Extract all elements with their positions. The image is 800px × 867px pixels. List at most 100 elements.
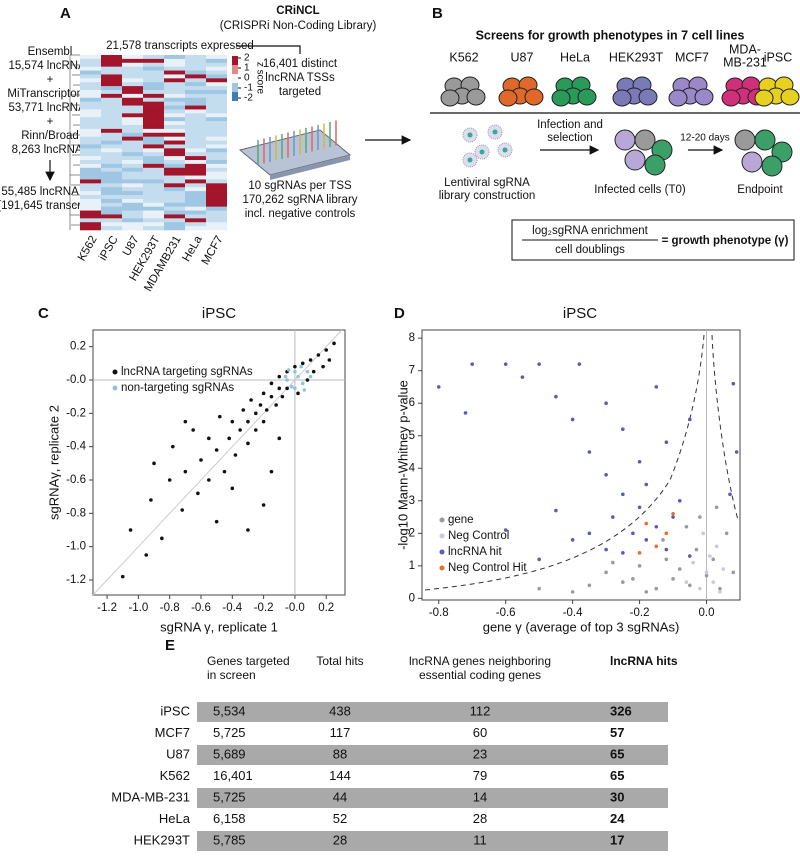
point: [604, 547, 608, 552]
heatmap-cell: [122, 74, 143, 79]
label: in screen: [207, 668, 256, 682]
point: [289, 384, 294, 389]
label: library construction: [439, 190, 536, 202]
point: [621, 492, 625, 497]
heatmap-cell: [80, 58, 101, 64]
label: HeLa: [560, 50, 590, 64]
heatmap-cell: [185, 78, 206, 83]
heatmap-cell: [101, 187, 122, 192]
label: 0.0: [699, 607, 715, 619]
label: MCF7: [675, 50, 709, 64]
label: MDA-MB-231: [111, 789, 190, 804]
point: [611, 515, 615, 519]
point: [207, 478, 211, 482]
heatmap-cell: [206, 97, 227, 102]
label: 0: [409, 592, 415, 604]
point: [167, 478, 172, 482]
heatmap-cell: [122, 70, 143, 75]
heatmap-cell: [185, 202, 206, 207]
heatmap-cell: [143, 70, 164, 75]
point: [671, 511, 675, 516]
point: [308, 374, 313, 379]
point: [691, 560, 695, 565]
point: [570, 590, 575, 594]
heatmap-cell: [143, 214, 164, 219]
heatmap-cell: [206, 128, 227, 134]
point: [664, 440, 669, 445]
heatmap-cell: [185, 58, 206, 64]
row-shade: [197, 745, 668, 765]
heatmap-cell: [80, 206, 101, 211]
heatmap-cell: [101, 70, 122, 75]
cell-icon: [551, 89, 571, 107]
heatmap-cell: [185, 163, 206, 169]
label: -0.4: [563, 607, 583, 619]
label: log₂sgRNA enrichment: [532, 225, 648, 237]
point: [171, 444, 175, 449]
label: MCF7: [200, 234, 226, 267]
point: [734, 450, 739, 454]
heatmap-cell: [206, 175, 227, 180]
label: 112: [470, 703, 491, 718]
label: iPSC: [563, 305, 597, 322]
heatmap-cell: [185, 62, 206, 67]
heatmap-cell: [101, 90, 122, 95]
label: 17: [610, 832, 624, 847]
heatmap-cell: [164, 136, 185, 141]
heatmap-cell: [122, 86, 143, 91]
heatmap-cell: [185, 90, 206, 95]
point: [246, 528, 250, 532]
heatmap-cell: [101, 82, 122, 87]
heatmap-cell: [101, 117, 122, 122]
point: [503, 362, 508, 366]
label: 2: [244, 53, 250, 64]
heatmap-cell: [164, 214, 185, 219]
point: [305, 369, 310, 374]
label: 15,574 lncRNAs: [8, 60, 91, 72]
label: -2: [244, 93, 253, 104]
point: [128, 528, 133, 532]
heatmap-cell: [164, 128, 185, 134]
heatmap-cell: [101, 121, 122, 126]
heatmap-cell: [101, 144, 122, 149]
heatmap-cell: [122, 97, 143, 102]
virus-core: [467, 157, 473, 163]
label: 88: [333, 746, 347, 761]
heatmap-cell: [122, 148, 143, 153]
heatmap-cell: [185, 55, 206, 60]
point: [120, 574, 125, 579]
label: 2: [409, 527, 415, 539]
point: [718, 586, 722, 591]
heatmap-cell: [122, 82, 143, 87]
label: 117: [330, 725, 351, 740]
label: HEK293T: [134, 832, 190, 847]
point: [698, 515, 702, 519]
point: [269, 381, 274, 386]
row-shade: [197, 702, 668, 722]
cell-icon: [612, 89, 632, 107]
heatmap-cell: [185, 117, 206, 122]
heatmap-cell: [122, 218, 143, 223]
heatmap-cell: [143, 210, 164, 215]
heatmap-cell: [101, 191, 122, 196]
heatmap-cell: [185, 183, 206, 188]
label: 8: [409, 332, 415, 344]
heatmap-cell: [80, 101, 101, 106]
label: z score: [254, 62, 265, 95]
point: [677, 498, 682, 503]
legend-marker: [439, 549, 445, 555]
point: [637, 551, 642, 555]
point: [285, 378, 289, 382]
point: [264, 408, 269, 412]
heatmap-cell: [143, 171, 164, 176]
heatmap-cell: [80, 187, 101, 192]
heatmap-cell: [143, 148, 164, 153]
label: non-targeting sgRNAs: [121, 382, 234, 394]
heatmap-cell: [80, 70, 101, 75]
heatmap-cell: [206, 152, 227, 157]
label: B: [432, 5, 443, 22]
point: [671, 577, 675, 581]
heatmap-cell: [164, 105, 185, 110]
heatmap-cell: [164, 109, 185, 114]
